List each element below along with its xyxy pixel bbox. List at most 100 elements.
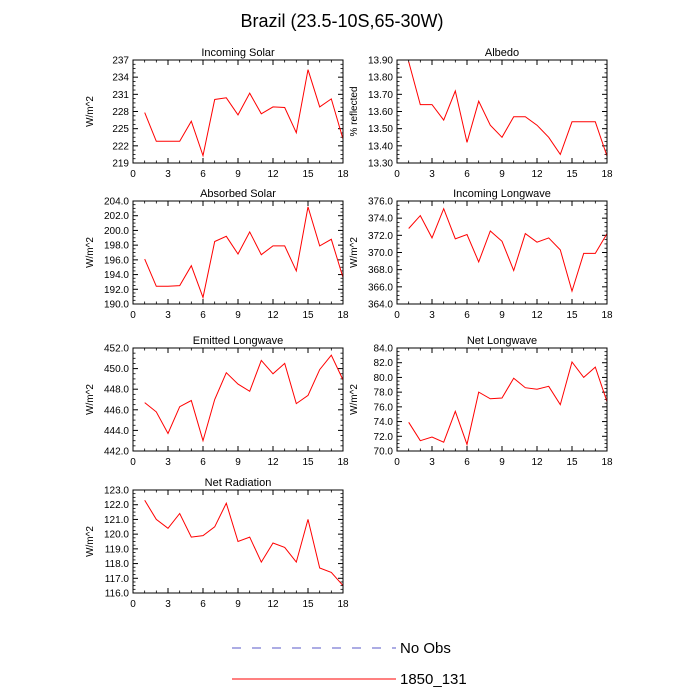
y-tick-label: 196.0 [104, 255, 129, 266]
panel-net-radiation: Net Radiation W/m^2 0 3 6 9 12 15 18 116.0 117.0 11… [85, 477, 349, 610]
y-tick-label: 368.0 [368, 265, 393, 276]
x-tick-label: 0 [130, 599, 136, 610]
panel-emitted-longwave: Emitted Longwave W/m^2 0 3 6 9 12 15 18 442.0 444.… [85, 335, 349, 468]
legend-label: No Obs [400, 640, 451, 657]
series-line-1850-131 [144, 69, 344, 158]
x-tick-label: 9 [235, 599, 241, 610]
x-tick-label: 0 [130, 169, 136, 180]
x-tick-label: 9 [499, 169, 505, 180]
legend-item-1850-131: 1850_131 [232, 671, 467, 688]
series-line-1850-131 [408, 360, 608, 447]
y-tick-label: 450.0 [104, 364, 129, 375]
y-tick-label: 231 [112, 90, 129, 101]
y-tick-label: 76.0 [374, 402, 394, 413]
panel-incoming-solar: Incoming Solar W/m^2 0 3 6 9 12 15 18 219 222 225 22… [85, 47, 349, 180]
y-tick-label: 376.0 [368, 197, 393, 208]
series-line-1850-131 [408, 207, 608, 293]
x-tick-label: 9 [235, 310, 241, 321]
y-tick-label: 13.70 [368, 90, 393, 101]
series-line-1850-131 [144, 354, 344, 443]
x-tick-label: 0 [394, 457, 400, 468]
y-tick-label: 74.0 [374, 417, 394, 428]
x-tick-label: 15 [566, 457, 578, 468]
x-tick-label: 9 [499, 310, 505, 321]
x-tick-label: 12 [531, 457, 543, 468]
y-tick-label: 78.0 [374, 388, 394, 399]
x-tick-label: 12 [267, 599, 279, 610]
y-tick-label: 444.0 [104, 426, 129, 437]
y-tick-label: 13.30 [368, 159, 393, 170]
y-tick-label: 13.40 [368, 141, 393, 152]
x-tick-label: 18 [337, 310, 349, 321]
x-tick-label: 15 [566, 169, 578, 180]
y-tick-label: 122.0 [104, 500, 129, 511]
x-tick-label: 15 [302, 457, 314, 468]
plot-frame [396, 59, 608, 164]
x-tick-label: 0 [394, 310, 400, 321]
series-line-1850-131 [408, 61, 608, 157]
legend-label: 1850_131 [400, 671, 467, 688]
y-tick-label: 120.0 [104, 530, 129, 541]
y-tick-label: 116.0 [105, 589, 130, 600]
x-tick-label: 15 [302, 599, 314, 610]
plot-frame [396, 347, 608, 452]
y-axis-label: W/m^2 [349, 384, 360, 415]
x-tick-label: 6 [200, 457, 206, 468]
x-tick-label: 9 [235, 169, 241, 180]
y-tick-label: 121.0 [104, 515, 129, 526]
y-tick-label: 84.0 [374, 344, 394, 355]
x-tick-label: 12 [531, 169, 543, 180]
legend-item-no-obs: No Obs [232, 640, 451, 657]
x-tick-label: 6 [200, 599, 206, 610]
x-tick-label: 6 [200, 169, 206, 180]
y-tick-label: 234 [112, 73, 129, 84]
x-tick-label: 18 [337, 169, 349, 180]
y-tick-label: 82.0 [374, 358, 394, 369]
x-tick-label: 18 [337, 457, 349, 468]
y-tick-label: 225 [112, 124, 129, 135]
panel-title: Net Longwave [467, 335, 537, 347]
y-tick-label: 372.0 [368, 231, 393, 242]
x-tick-label: 12 [531, 310, 543, 321]
panel-absorbed-solar: Absorbed Solar W/m^2 0 3 6 9 12 15 18 190.0 192.0 1… [85, 188, 349, 321]
x-tick-label: 3 [165, 310, 171, 321]
y-tick-label: 13.80 [368, 73, 393, 84]
y-axis-label: W/m^2 [85, 96, 96, 127]
x-tick-label: 3 [165, 457, 171, 468]
y-tick-label: 448.0 [104, 385, 129, 396]
panel-title: Absorbed Solar [200, 188, 276, 200]
y-tick-label: 123.0 [104, 486, 129, 497]
x-tick-label: 9 [235, 457, 241, 468]
x-tick-label: 0 [130, 310, 136, 321]
x-tick-label: 12 [267, 457, 279, 468]
y-axis-label: W/m^2 [85, 384, 96, 415]
plot-frame [132, 59, 344, 164]
y-axis-label: W/m^2 [85, 237, 96, 268]
panel-net-longwave: Net Longwave W/m^2 0 3 6 9 12 15 18 70.0 72.0 74.0 7… [349, 335, 613, 468]
x-tick-label: 3 [165, 599, 171, 610]
x-tick-label: 3 [165, 169, 171, 180]
figure-title: Brazil (23.5-10S,65-30W) [240, 11, 443, 31]
x-tick-label: 18 [337, 599, 349, 610]
x-tick-label: 6 [464, 169, 470, 180]
y-axis-label: W/m^2 [85, 526, 96, 557]
y-tick-label: 366.0 [368, 282, 393, 293]
x-tick-label: 15 [302, 310, 314, 321]
y-tick-label: 70.0 [374, 447, 394, 458]
panel-title: Net Radiation [205, 477, 272, 489]
y-tick-label: 117.0 [105, 574, 130, 585]
x-tick-label: 0 [394, 169, 400, 180]
plot-frame [396, 200, 608, 305]
x-tick-label: 0 [130, 457, 136, 468]
panel-title: Incoming Solar [201, 47, 275, 59]
x-tick-label: 6 [200, 310, 206, 321]
plot-frame [132, 200, 344, 305]
x-tick-label: 12 [267, 169, 279, 180]
series-line-1850-131 [144, 206, 344, 300]
y-tick-label: 222 [112, 141, 129, 152]
y-tick-label: 219 [112, 159, 129, 170]
y-tick-label: 13.60 [368, 107, 393, 118]
y-tick-label: 370.0 [368, 248, 393, 259]
plot-frame [132, 347, 344, 452]
